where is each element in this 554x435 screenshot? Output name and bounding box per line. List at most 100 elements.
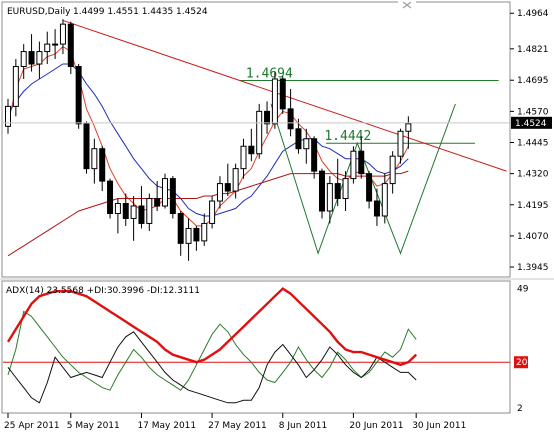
current-price-label: 1.4524 [515,119,547,129]
candle [216,176,223,209]
candle-body-up [381,183,388,217]
minus-di-line [7,331,417,404]
candle [326,176,333,224]
candle [177,210,184,256]
date-label: 8 Jun 2011 [279,421,327,431]
price-label: 1.4070 [517,232,549,242]
candle-body-down [122,203,129,219]
price-label: 1.3945 [517,263,549,273]
price-chart: 1.4694 1.4442 [3,19,510,261]
candle-body-down [279,78,286,110]
candle [303,128,310,164]
candle-body-up [209,200,216,224]
adx-level-box [514,356,528,369]
candle [389,151,396,194]
candle-body-up [397,130,404,157]
date-label: 30 Jun 2011 [412,421,466,431]
price-label: 1.4195 [517,201,549,211]
ma-mid-line [7,63,409,217]
candle-body-down [28,51,35,65]
candle [224,163,231,197]
candle [334,158,341,207]
axes: 1.4964 1.4821 1.4695 1.4570 1.4445 1.4320 1.41… [4,9,552,431]
candle-body-down [287,108,294,130]
neckline-level-label: 1.4442 [324,129,371,144]
candle [91,138,98,184]
symbol-timeframe: EURUSD,Daily [7,7,71,17]
candle [342,171,349,211]
candle [130,196,137,241]
candle-body-down [177,212,184,244]
candle-body-up [146,198,153,224]
candle [169,176,176,219]
candle-body-up [303,138,310,150]
candle [264,101,271,134]
candle-body-up [12,66,19,107]
price-label: 1.4695 [517,76,549,86]
candle [319,168,325,219]
candle [193,225,200,251]
ma-fast-line [7,45,409,227]
candle [185,218,192,261]
date-label: 25 Apr 2011 [4,421,60,431]
ma-slow-line [7,170,409,257]
candle-body-up [256,110,263,155]
candle [44,31,51,65]
candle [59,19,66,55]
candle-body-down [138,205,145,224]
candle-body-down [358,150,365,175]
candle [381,173,388,224]
date-label: 5 May 2011 [67,421,120,431]
candle-body-up [52,43,59,46]
candle [373,188,380,226]
candle-body-down [75,66,82,125]
candle-body-up [350,150,357,180]
candle-body-up [36,51,43,65]
candle [271,71,278,129]
candle-body-up [185,227,192,244]
candle [358,136,365,179]
adx-plot-frame [1,280,511,414]
candle [99,146,106,192]
candle [366,171,373,209]
price-label: 1.4320 [517,170,549,180]
candle-body-up [5,105,11,127]
price-label: 1.4445 [517,138,549,148]
adx-scale-label: 2 [517,404,523,414]
candle [138,186,145,229]
candle-body-up [114,203,121,214]
candle [256,103,263,159]
candle [240,138,247,179]
candle-body-down [334,183,341,200]
adx-line [6,287,418,367]
price-label: 1.4964 [517,9,549,19]
candle-body-up [326,183,333,212]
candle-body-down [366,173,373,202]
candle-body-down [67,23,74,68]
candle-body-up [59,23,66,45]
adx-scale-label: 49 [517,285,529,295]
candle [295,118,302,154]
candle-body-down [224,183,231,192]
candle [232,163,239,199]
candle-body-up [240,145,247,170]
candle-body-down [154,198,161,207]
candle-body-down [311,138,318,172]
resistance-level-label: 1.4694 [246,66,293,81]
candle [52,29,59,60]
candle [107,178,114,219]
candle [67,21,74,74]
candle [114,198,121,234]
candle [209,196,216,229]
candle-body-up [91,148,98,170]
candle [279,76,286,114]
current-price-box [511,116,552,129]
close-x-icon[interactable] [398,0,416,10]
candle-body-down [193,227,200,242]
candle [287,88,294,137]
candle [12,59,19,117]
candle [350,146,357,184]
price-label: 1.4821 [517,45,549,55]
candle [154,181,161,211]
